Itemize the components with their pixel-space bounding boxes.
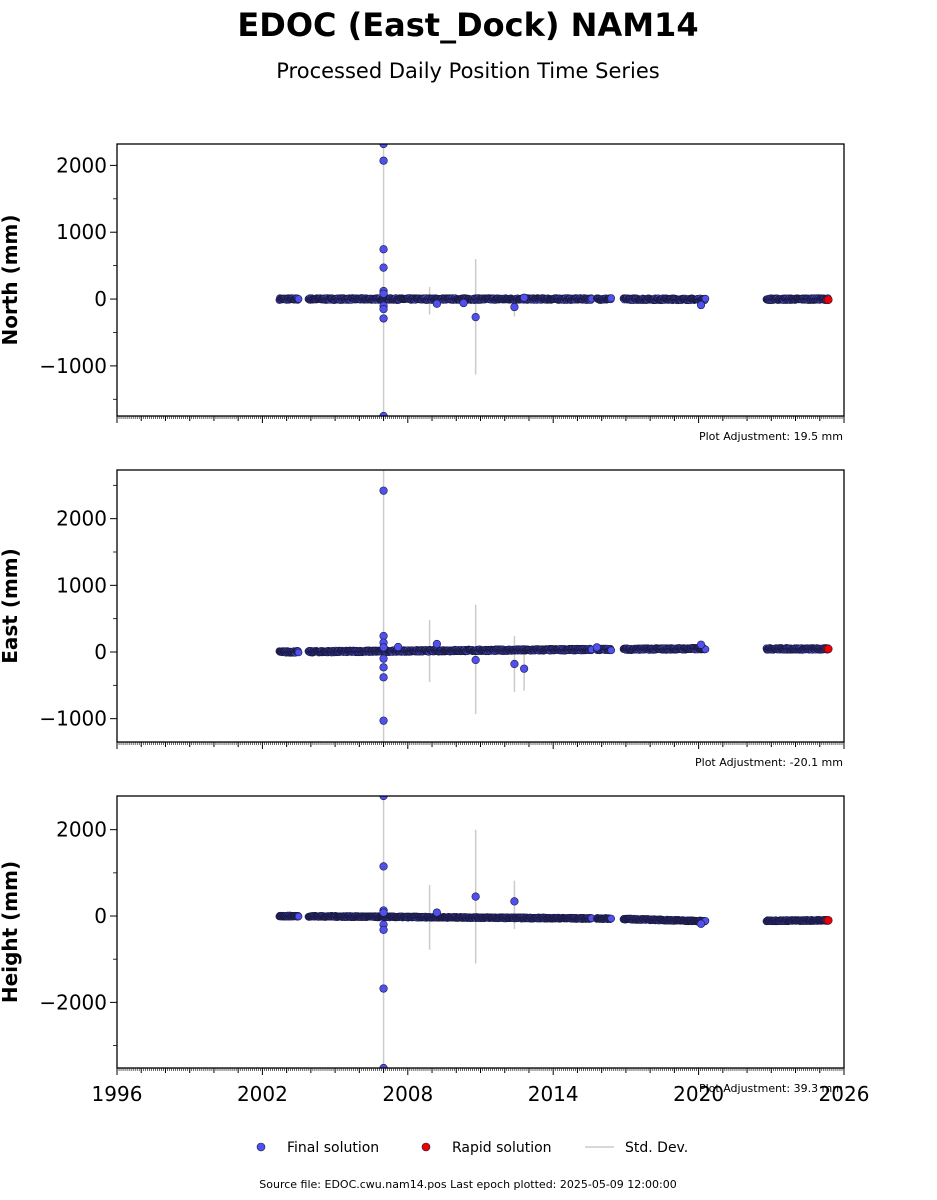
data-point (294, 295, 303, 303)
chart-subtitle: Processed Daily Position Time Series (276, 59, 660, 83)
data-point (607, 294, 616, 302)
legend-rapid-marker (421, 1142, 431, 1152)
outlier-point (471, 312, 480, 322)
x-tick-label: 2026 (819, 1082, 870, 1106)
y-tick-label: 2000 (56, 818, 107, 842)
legend-rapid-label: Rapid solution (452, 1140, 552, 1156)
outlier-point (432, 299, 441, 308)
y-axis-label: East (mm) (0, 548, 22, 664)
chart-title: EDOC (East_Dock) NAM14 (237, 6, 698, 44)
outlier-point (379, 411, 388, 416)
axes-frame (116, 795, 845, 1069)
y-tick-label: 2000 (56, 153, 107, 177)
y-tick-label: 1000 (56, 573, 107, 597)
data-point (607, 914, 616, 923)
outlier-point (696, 640, 706, 649)
outlier-point (379, 925, 388, 934)
outlier-point (471, 655, 480, 665)
x-tick-label: 1996 (92, 1082, 143, 1106)
y-axis-label: North (mm) (0, 214, 22, 345)
legend-std-label: Std. Dev. (625, 1140, 688, 1156)
outlier-point (510, 659, 519, 669)
outlier-point (696, 300, 706, 310)
y-tick-label: 0 (94, 287, 107, 311)
source-footer: Source file: EDOC.cwu.nam14.pos Last epo… (259, 1178, 676, 1191)
outlier-point (379, 862, 388, 871)
outlier-point (510, 897, 519, 906)
axes-frame (116, 143, 845, 417)
x-tick-label: 2014 (528, 1082, 579, 1106)
outlier-point (471, 892, 480, 901)
outlier-point (379, 643, 388, 652)
outlier-point (379, 314, 388, 323)
rapid-point (823, 295, 833, 305)
data-point (294, 648, 303, 657)
outlier-point (379, 486, 388, 495)
y-tick-label: 1000 (56, 220, 107, 244)
outlier-point (432, 639, 441, 649)
legend-final-marker (256, 1142, 266, 1152)
legend: Final solution Rapid solution Std. Dev. (256, 1140, 688, 1156)
outlier-point (379, 908, 388, 917)
rapid-point (823, 916, 833, 925)
y-tick-label: −1000 (39, 707, 107, 731)
plot-adjustment-note: Plot Adjustment: -20.1 mm (695, 756, 843, 769)
rapid-point (823, 644, 833, 654)
outlier-point (379, 304, 388, 314)
outlier-point (379, 673, 388, 682)
x-tick-label: 2008 (382, 1082, 433, 1106)
y-tick-label: 0 (94, 904, 107, 928)
plot-adjustment-note: Plot Adjustment: 19.5 mm (699, 430, 843, 443)
outlier-point (459, 298, 468, 308)
axes-frame (116, 469, 845, 743)
panel-3: 2000 0 −2000 Height (mm) Plot Adjustment: 39… (0, 795, 870, 1106)
outlier-point (379, 663, 388, 672)
outlier-point (379, 716, 388, 725)
plot-area (275, 796, 833, 1068)
data-point (607, 646, 616, 655)
outlier-point (379, 245, 388, 254)
outlier-point (696, 919, 706, 928)
outlier-point (379, 144, 388, 149)
x-tick-label: 2020 (673, 1082, 724, 1106)
legend-final-label: Final solution (287, 1140, 379, 1156)
outlier-point (379, 984, 388, 993)
y-tick-label: −1000 (39, 354, 107, 378)
panels: 2000 1000 0 −1000 North (mm) Plot Adjustment:… (0, 143, 870, 1106)
outlier-point (379, 156, 388, 165)
data-point (701, 294, 710, 303)
y-tick-label: 2000 (56, 507, 107, 531)
outlier-point (379, 289, 388, 298)
x-tick-label: 2002 (237, 1082, 288, 1106)
y-axis-label: Height (mm) (0, 861, 22, 1003)
outlier-point (379, 654, 388, 663)
outlier-point (510, 302, 519, 312)
outlier-point (520, 664, 529, 673)
data-point (294, 912, 303, 921)
y-tick-label: −2000 (39, 990, 107, 1014)
panel-1: 2000 1000 0 −1000 North (mm) Plot Adjustment:… (0, 143, 845, 443)
outlier-point (394, 642, 403, 652)
outlier-point (592, 643, 601, 652)
outlier-point (379, 263, 388, 272)
y-tick-label: 0 (94, 640, 107, 664)
panel-2: 2000 1000 0 −1000 East (mm) Plot Adjustment: … (0, 469, 845, 769)
outlier-point (432, 908, 441, 917)
plot-area (275, 144, 833, 416)
outlier-point (520, 293, 529, 302)
plot-area (275, 470, 833, 742)
plot-adjustment-note: Plot Adjustment: 39.3 mm (699, 1082, 843, 1095)
